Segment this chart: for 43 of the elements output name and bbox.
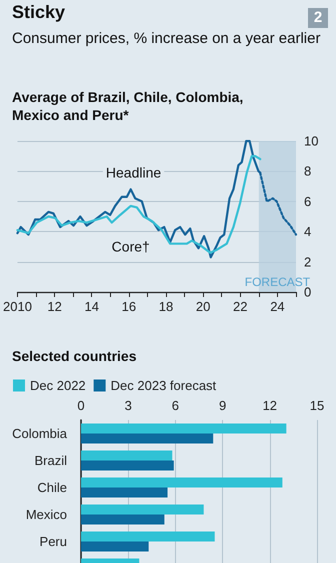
x-tick-label: 15: [310, 398, 324, 413]
bar: [81, 488, 168, 498]
bar: [81, 460, 174, 470]
y-tick-label: Mexico: [26, 507, 67, 522]
y-tick-label: Peru: [40, 534, 67, 549]
chart-subtitle: Consumer prices, % increase on a year earlier: [12, 30, 320, 47]
chart-title: Selected countries: [12, 348, 136, 364]
legend-label: Dec 2022: [30, 378, 86, 393]
x-tick-label: 3: [124, 398, 132, 413]
x-tick-label: 0: [77, 398, 85, 413]
x-tick-label: 18: [158, 299, 174, 314]
x-tick-label: 2010: [3, 299, 32, 314]
x-tick-label: 22: [233, 299, 248, 314]
bar: [81, 450, 172, 460]
y-tick-label: 2: [304, 254, 312, 270]
y-tick-label: Chile: [37, 480, 67, 495]
y-tick-label: 10: [304, 134, 318, 148]
bar: [81, 478, 282, 488]
bar: [81, 504, 204, 514]
chart-title: Sticky: [12, 2, 66, 23]
series-label: Headline: [106, 164, 162, 181]
line-series: [16, 155, 262, 254]
text: Average of Brazil, Chile, Colombia, Mexico and Peru*: [12, 88, 244, 124]
x-tick-label: 14: [84, 299, 99, 314]
bar: [81, 424, 286, 434]
y-tick-label: 8: [304, 164, 312, 179]
x-tick-label: 6: [172, 398, 180, 413]
x-tick-label: 16: [122, 299, 136, 314]
bar: [81, 514, 164, 524]
x-tick-label: 12: [47, 299, 62, 314]
y-tick-label: Brazil: [34, 453, 68, 468]
x-tick-label: 20: [196, 299, 210, 314]
x-tick-label: 12: [262, 398, 278, 413]
bar: [81, 532, 215, 542]
y-tick-label: 6: [304, 194, 312, 209]
legend-label: Dec 2023 forecast: [110, 378, 217, 393]
x-tick-label: 24: [270, 299, 285, 314]
series-label: Core†: [112, 238, 150, 255]
bar: [81, 542, 149, 552]
x-tick-label: 9: [218, 398, 226, 413]
y-tick-label: 4: [304, 224, 312, 240]
bar: [81, 434, 214, 444]
y-tick-label: Colombia: [12, 426, 68, 441]
